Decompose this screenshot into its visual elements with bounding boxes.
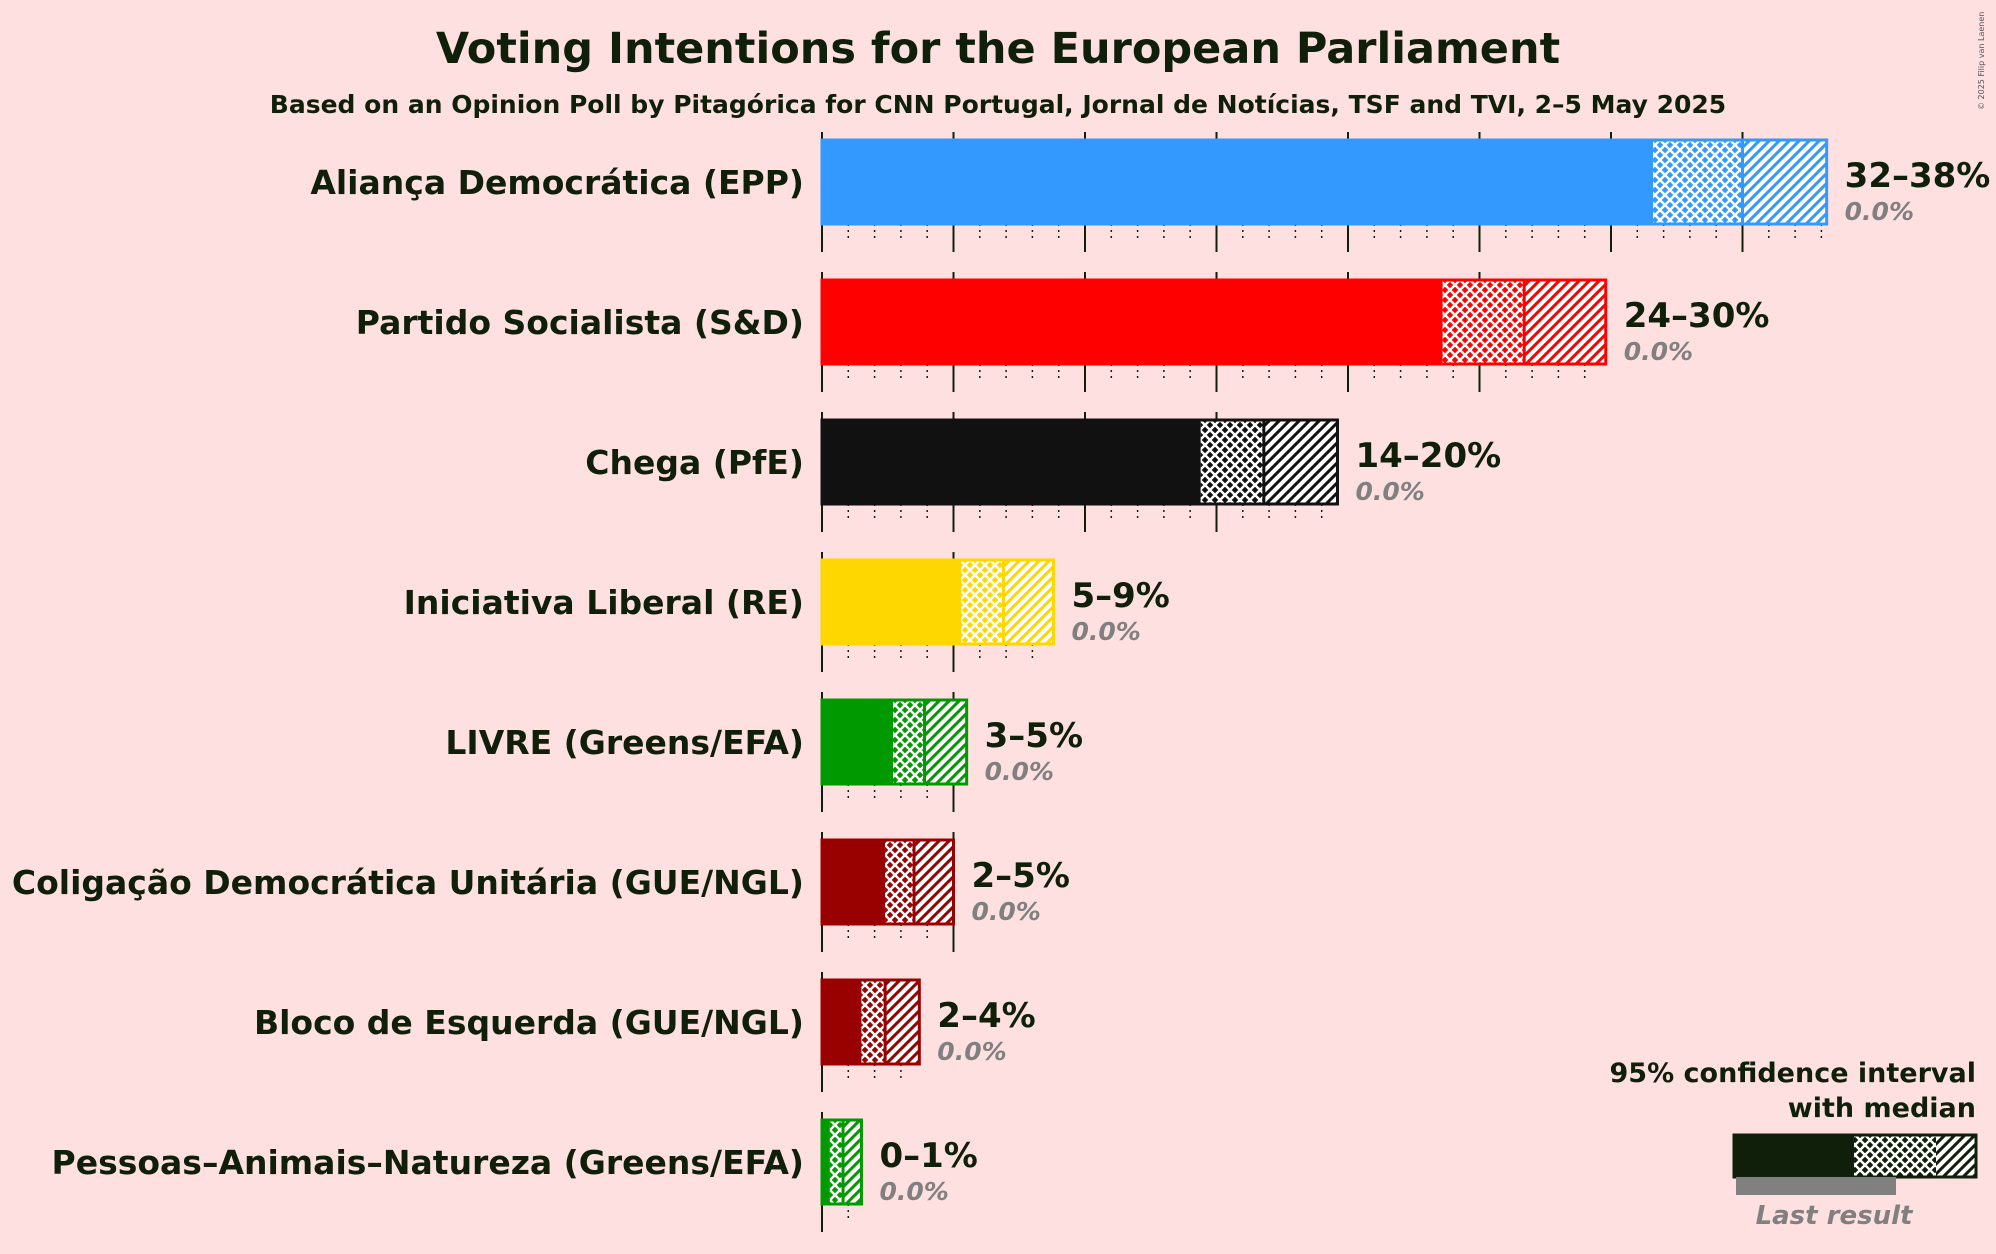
legend-swatch-solid [1734, 1135, 1854, 1177]
bar-outline [820, 278, 1608, 366]
bar-hatch [924, 700, 967, 784]
bar-hatch [843, 1120, 862, 1204]
bar-outline [820, 138, 1829, 226]
last-result-label: 0.0% [879, 1177, 948, 1206]
bar-solid [822, 700, 894, 784]
legend-title-line1: 95% confidence interval [1610, 1058, 1976, 1089]
party-bar [820, 418, 1339, 506]
party-label: Pessoas–Animais–Natureza (Greens/EFA) [52, 1143, 804, 1182]
bar-crosshatch [861, 980, 886, 1064]
bar-hatch [1524, 280, 1606, 364]
party-bar [820, 278, 1608, 366]
bar-crosshatch [961, 560, 1004, 644]
range-label: 5–9% [1071, 576, 1169, 616]
bar-hatch [1742, 140, 1827, 224]
range-label: 32–38% [1845, 156, 1991, 196]
bar-crosshatch [885, 840, 915, 924]
party-label: Iniciativa Liberal (RE) [404, 583, 804, 622]
bar-outline [820, 698, 969, 786]
range-label: 2–5% [972, 856, 1070, 896]
labels: Aliança Democrática (EPP) 32–38%0.0%Parti… [12, 156, 1990, 1206]
legend-title-line2: with median [1788, 1093, 1976, 1124]
last-result-label: 0.0% [972, 897, 1041, 926]
legend-last-result-label: Last result [1756, 1201, 1914, 1231]
party-label: Aliança Democrática (EPP) [310, 163, 804, 202]
bar-outline [820, 838, 955, 926]
bar-crosshatch [893, 700, 925, 784]
last-result-label: 0.0% [1071, 617, 1140, 646]
party-label: Partido Socialista (S&D) [356, 303, 804, 342]
party-bar [820, 978, 921, 1066]
legend: 95% confidence interval with median Last… [1610, 1058, 1978, 1231]
party-bar [820, 558, 1055, 646]
party-label: Chega (PfE) [585, 443, 804, 482]
bar-hatch [885, 980, 920, 1064]
bar-solid [822, 560, 962, 644]
bar-solid [822, 140, 1654, 224]
party-label: LIVRE (Greens/EFA) [445, 723, 804, 762]
last-result-label: 0.0% [1845, 197, 1914, 226]
bar-hatch [1003, 560, 1054, 644]
last-result-label: 0.0% [985, 757, 1054, 786]
bar-crosshatch [829, 1120, 844, 1204]
chart-subtitle: Based on an Opinion Poll by Pitagórica f… [270, 90, 1726, 119]
bar-solid [822, 1120, 830, 1204]
bar-crosshatch [1442, 280, 1525, 364]
bars [820, 138, 1829, 1206]
bar-solid [822, 420, 1201, 504]
range-label: 14–20% [1355, 436, 1501, 476]
party-label: Bloco de Esquerda (GUE/NGL) [254, 1003, 804, 1042]
bar-outline [820, 978, 921, 1066]
last-result-label: 0.0% [1624, 337, 1693, 366]
legend-last-result-swatch [1736, 1177, 1896, 1195]
last-result-label: 0.0% [1355, 477, 1424, 506]
range-label: 2–4% [937, 996, 1035, 1036]
bar-solid [822, 980, 862, 1064]
range-label: 3–5% [985, 716, 1083, 756]
bar-solid [822, 840, 886, 924]
party-bar [820, 1118, 863, 1206]
bar-hatch [914, 840, 954, 924]
party-bar [820, 698, 969, 786]
party-bar [820, 138, 1829, 226]
copyright: © 2025 Filip van Laenen [1977, 12, 1986, 110]
party-bar [820, 838, 955, 926]
bar-outline [820, 558, 1055, 646]
bar-hatch [1263, 420, 1338, 504]
bar-crosshatch [1653, 140, 1743, 224]
bar-outline [820, 418, 1339, 506]
bar-crosshatch [1200, 420, 1264, 504]
legend-swatch-hatch [1936, 1135, 1976, 1177]
bar-solid [822, 280, 1443, 364]
range-label: 24–30% [1624, 296, 1770, 336]
legend-swatch-crosshatch [1854, 1135, 1936, 1177]
party-label: Coligação Democrática Unitária (GUE/NGL) [12, 863, 804, 902]
range-label: 0–1% [879, 1136, 977, 1176]
last-result-label: 0.0% [937, 1037, 1006, 1066]
chart-title: Voting Intentions for the European Parli… [436, 24, 1560, 74]
